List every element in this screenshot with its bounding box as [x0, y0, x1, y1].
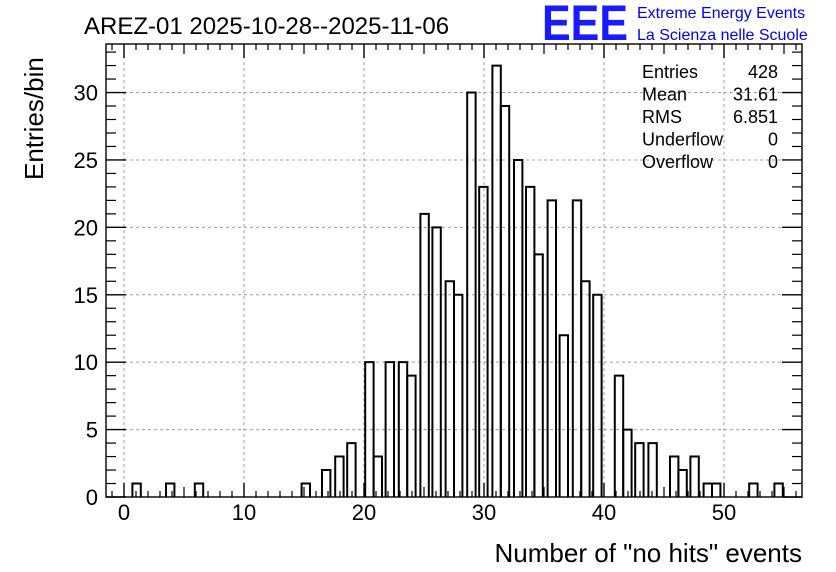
y-tick-label: 0: [86, 485, 98, 510]
stat-label: Overflow: [642, 152, 714, 172]
y-tick-label: 10: [74, 350, 98, 375]
stat-label: RMS: [642, 107, 682, 127]
stat-label: Mean: [642, 85, 687, 105]
histogram-bin: [592, 293, 603, 497]
chart-title: AREZ-01 2025-10-28--2025-11-06: [84, 13, 449, 40]
histogram-bin: [513, 158, 524, 497]
y-tick-label: 30: [74, 81, 98, 106]
y-axis-title: Entries/bin: [19, 57, 49, 180]
histogram-bin: [702, 482, 713, 497]
histogram-bin: [622, 428, 633, 497]
histogram-bin: [773, 482, 784, 497]
histogram-bin: [525, 185, 536, 497]
logo-line-2: La Scienza nelle Scuole: [637, 27, 808, 44]
stats-box: Entries 428 Mean 31.61 RMS 6.851 Underflow 0 Ove…: [642, 62, 778, 172]
histogram-bin: [491, 64, 502, 497]
histogram-bin: [580, 280, 591, 497]
x-tick-label: 20: [352, 500, 376, 525]
eee-logo: EEE Extreme Energy Events La Scienza nel…: [542, 0, 808, 51]
histogram-bin: [364, 361, 375, 497]
stat-value: 31.61: [733, 85, 778, 105]
histogram-bin: [677, 469, 688, 497]
plot-frame: [105, 43, 803, 498]
histogram-bin: [300, 482, 311, 497]
histogram-bin: [546, 199, 557, 497]
histogram-bin: [748, 482, 759, 497]
y-tick-label: 15: [74, 283, 98, 308]
histogram-bin: [334, 455, 345, 497]
histogram-bin: [669, 455, 680, 497]
histogram-bin: [634, 442, 645, 497]
histogram-bins: [131, 64, 784, 497]
x-tick-label: 0: [118, 500, 130, 525]
histogram-bin: [431, 226, 442, 497]
x-axis-title: Number of "no hits" events: [495, 538, 803, 568]
histogram-bin: [453, 293, 464, 497]
histogram-bin: [165, 482, 176, 497]
y-tick-label: 20: [74, 215, 98, 240]
stat-value: 0: [768, 152, 778, 172]
histogram-bin: [193, 482, 205, 497]
histogram-bin: [131, 482, 142, 497]
histogram-bin: [444, 280, 455, 497]
y-tick-label: 5: [86, 418, 98, 443]
histogram-bin: [571, 199, 583, 497]
histogram-bin: [372, 455, 383, 497]
x-tick-label: 30: [472, 500, 496, 525]
histogram-bin: [384, 361, 395, 497]
x-tick-label: 10: [232, 500, 256, 525]
histogram-bin: [478, 185, 489, 497]
histogram-bin: [499, 105, 511, 497]
histogram-bin: [533, 253, 544, 497]
eee-logo-mark: EEE: [542, 0, 628, 51]
y-tick-label: 25: [74, 148, 98, 173]
stat-label: Entries: [642, 62, 698, 82]
stat-value: 0: [768, 130, 778, 150]
stat-value: 6.851: [733, 107, 778, 127]
histogram-bin: [419, 212, 430, 497]
histogram-bin: [647, 442, 658, 497]
histogram-bin: [558, 334, 569, 497]
histogram-bin: [711, 482, 722, 497]
histogram-bin: [321, 469, 332, 497]
stat-value: 428: [748, 62, 778, 82]
axis-ticks: [106, 44, 802, 498]
x-tick-label: 40: [592, 500, 616, 525]
stat-label: Underflow: [642, 130, 724, 150]
histogram-bin: [466, 91, 477, 497]
histogram-bin: [346, 442, 357, 497]
histogram-bin: [406, 374, 417, 497]
x-tick-label: 50: [712, 500, 736, 525]
histogram-bin: [689, 455, 700, 497]
histogram-bin: [613, 374, 625, 497]
logo-line-1: Extreme Energy Events: [637, 5, 805, 22]
tick-labels: 0 10 20 30 40 50 0 5 10 15 20 25 30: [74, 81, 737, 525]
